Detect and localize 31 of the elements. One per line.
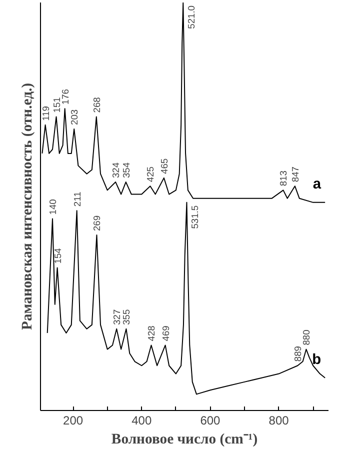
x-tick-label: 400 <box>132 414 152 428</box>
y-axis-title: Рамановская интенсивность (отн.ед.) <box>20 82 36 330</box>
annotation: 268 <box>92 97 102 113</box>
annotation: 469 <box>160 326 171 342</box>
x-tick-label: 800 <box>268 414 290 428</box>
annotation: 354 <box>121 162 132 178</box>
annotation: 154 <box>52 248 63 264</box>
annotation: 151 <box>52 97 62 113</box>
series-label: a <box>312 176 322 192</box>
annotation: 176 <box>60 89 70 105</box>
annotation: 428 <box>146 326 157 342</box>
x-tick-label: 600 <box>200 414 221 428</box>
annotation: 269 <box>92 215 102 232</box>
annotation: 140 <box>48 199 58 215</box>
annotation: 889 <box>293 346 304 362</box>
annotation: 847 <box>290 166 300 182</box>
annotation: 425 <box>146 166 156 182</box>
annotation: 119 <box>40 106 51 121</box>
annotation: 880 <box>302 330 312 346</box>
annotation: 813 <box>278 170 289 186</box>
annotation: 203 <box>70 109 80 125</box>
x-tick-label: 200 <box>63 414 84 428</box>
annotation: 327 <box>112 309 122 325</box>
annotation: 521.0 <box>186 6 197 29</box>
annotation: 531.5 <box>190 205 200 229</box>
annotation: 355 <box>122 309 132 325</box>
x-axis-title: Волновое число (cm⁻¹) <box>111 432 258 448</box>
annotation: 465 <box>159 158 170 174</box>
annotation: 324 <box>111 162 122 178</box>
annotation: 211 <box>72 192 82 207</box>
series-label: b <box>312 352 322 368</box>
